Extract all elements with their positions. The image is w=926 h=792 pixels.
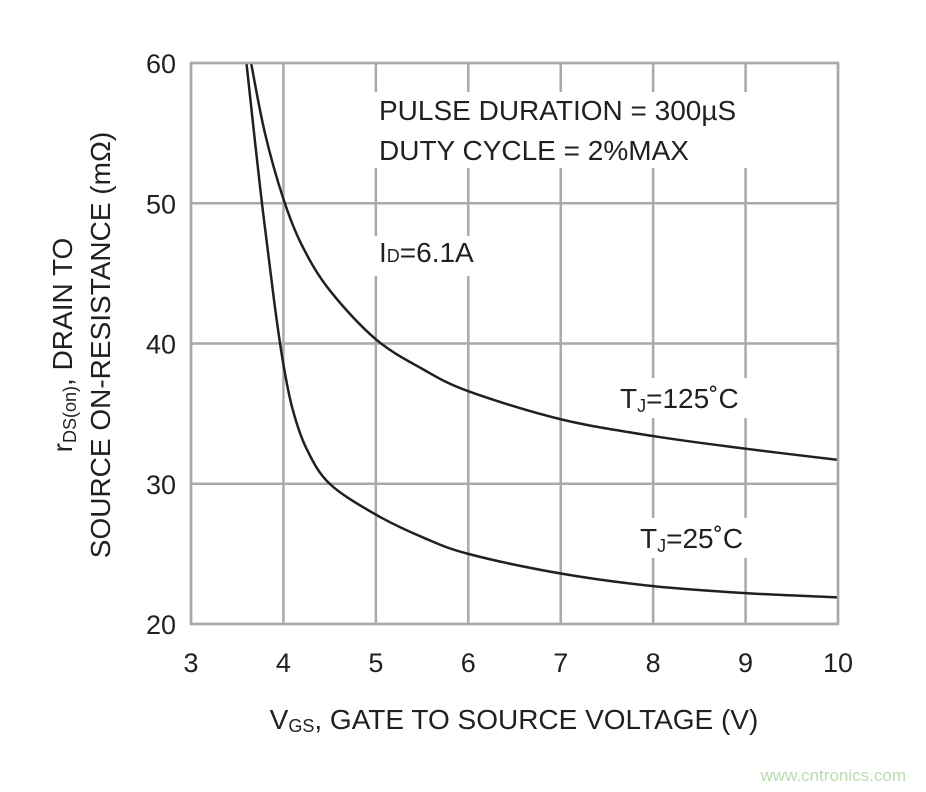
annotation-background xyxy=(372,92,800,168)
watermark: www.cntronics.com xyxy=(760,766,906,785)
x-tick-label: 10 xyxy=(823,648,853,678)
x-axis-label: VGS, GATE TO SOURCE VOLTAGE (V) xyxy=(270,704,759,736)
x-tick-label: 4 xyxy=(276,648,291,678)
annotation-background xyxy=(612,378,762,418)
series-line-125c xyxy=(249,63,838,462)
annotation-background xyxy=(372,236,498,276)
curves xyxy=(189,61,840,626)
series-line-25c xyxy=(245,63,838,599)
x-tick-label: 5 xyxy=(368,648,383,678)
y-axis-label-line2: SOURCE ON-RESISTANCE (mΩ) xyxy=(85,132,116,558)
annotation-pulse: PULSE DURATION = 300µS xyxy=(379,95,736,126)
annotation-duty: DUTY CYCLE = 2%MAX xyxy=(379,135,689,166)
y-tick-label: 50 xyxy=(146,189,176,219)
x-tick-label: 6 xyxy=(461,648,476,678)
series-label-25c: TJ=25˚C xyxy=(640,523,743,556)
y-tick-label: 30 xyxy=(146,470,176,500)
y-axis-label-line1: rDS(on), DRAIN TO xyxy=(47,238,80,453)
y-tick-label: 20 xyxy=(146,610,176,640)
plot-frame xyxy=(189,61,840,626)
y-tick-label: 40 xyxy=(146,330,176,360)
series-label-125c: TJ=125˚C xyxy=(620,383,739,416)
x-tick-label: 8 xyxy=(646,648,661,678)
x-tick-label: 3 xyxy=(183,648,198,678)
y-tick-label: 60 xyxy=(146,49,176,79)
annotation-id: ID=6.1A xyxy=(379,237,474,268)
annotation-background xyxy=(632,518,762,558)
x-tick-label: 7 xyxy=(553,648,568,678)
x-tick-label: 9 xyxy=(738,648,753,678)
tick-labels: 3 4 5 6 7 8 9 10 20 30 40 50 60 xyxy=(146,49,853,678)
